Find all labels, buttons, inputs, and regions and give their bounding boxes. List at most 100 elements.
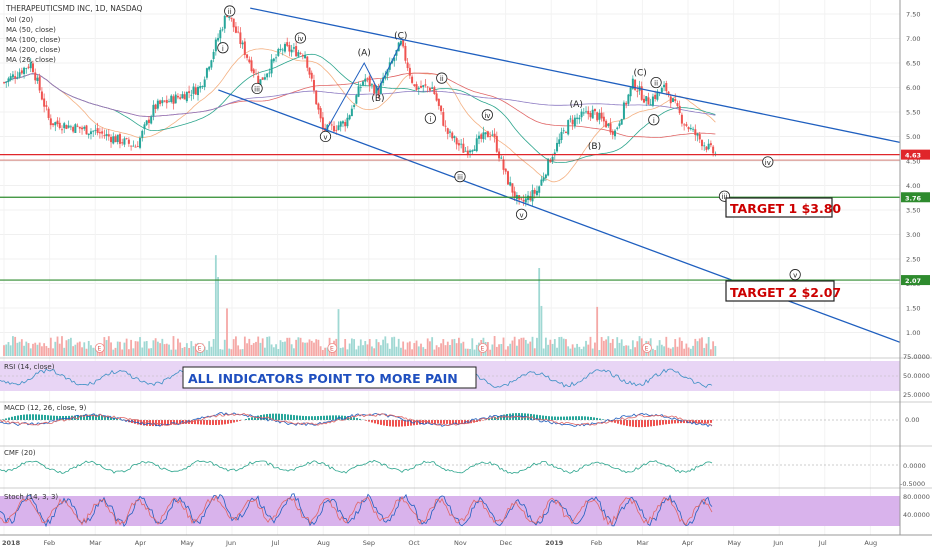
macd-histogram-bar bbox=[602, 419, 604, 420]
wave-label: v bbox=[323, 133, 327, 141]
volume-bar bbox=[344, 338, 347, 356]
macd-histogram-bar bbox=[368, 420, 370, 422]
volume-bar bbox=[85, 348, 88, 356]
rsi-tick-75: 75.0000 bbox=[903, 353, 930, 361]
volume-bar bbox=[148, 348, 150, 356]
candle-body bbox=[212, 51, 215, 60]
symbol-title[interactable]: THERAPEUTICSMD INC, 1D, NASDAQ bbox=[5, 4, 142, 13]
volume-bar bbox=[422, 347, 425, 356]
macd-histogram-bar bbox=[554, 416, 556, 420]
candle-body bbox=[553, 152, 556, 156]
candle-body bbox=[598, 112, 601, 120]
volume-bar bbox=[230, 349, 233, 356]
candle-body bbox=[74, 124, 77, 133]
wave-label: (A) bbox=[358, 49, 371, 59]
candle-body bbox=[629, 87, 632, 97]
macd-histogram-bar bbox=[56, 415, 58, 420]
target2-label: TARGET 2 $2.07 bbox=[730, 285, 841, 300]
volume-bar bbox=[217, 277, 219, 356]
wave-label: iv bbox=[484, 112, 490, 120]
earnings-marker-label: E bbox=[645, 346, 649, 353]
time-tick-label: May bbox=[728, 539, 742, 547]
macd-histogram-bar bbox=[296, 415, 298, 420]
macd-histogram-bar bbox=[95, 414, 97, 420]
volume-bar bbox=[386, 343, 389, 356]
candle-body bbox=[486, 131, 489, 138]
macd-histogram-bar bbox=[500, 415, 502, 420]
volume-bar bbox=[475, 344, 478, 356]
volume-bar bbox=[446, 341, 449, 356]
volume-bar bbox=[600, 337, 603, 356]
candle-body bbox=[698, 134, 701, 140]
volume-bar bbox=[435, 345, 438, 356]
volume-bar bbox=[272, 347, 275, 356]
wave-label: iii bbox=[722, 193, 728, 201]
volume-bar bbox=[208, 341, 211, 356]
wave-label-circle bbox=[648, 114, 660, 126]
volume-bar bbox=[406, 342, 409, 356]
macd-histogram-bar bbox=[140, 420, 142, 426]
macd-histogram-bar bbox=[191, 420, 193, 425]
price-marker-box bbox=[901, 275, 930, 286]
candle-body bbox=[696, 133, 699, 136]
wave-label-circle bbox=[251, 82, 263, 95]
volume-bar bbox=[558, 337, 561, 356]
volume-bar bbox=[627, 345, 630, 356]
candle-body bbox=[49, 118, 52, 126]
macd-title: MACD (12, 26, close, 9) bbox=[4, 404, 87, 412]
macd-histogram-bar bbox=[98, 414, 100, 420]
candle-body bbox=[60, 129, 63, 131]
candle-body bbox=[330, 124, 333, 126]
volume-bar bbox=[275, 344, 277, 356]
macd-histogram-bar bbox=[419, 420, 421, 425]
volume-bar bbox=[355, 349, 358, 356]
candle-body bbox=[20, 70, 23, 74]
macd-histogram-bar bbox=[125, 420, 127, 422]
candle-body bbox=[9, 76, 12, 81]
macd-histogram-bar bbox=[269, 413, 271, 420]
volume-bar bbox=[308, 339, 311, 356]
time-tick-label: Aug bbox=[317, 539, 330, 547]
volume-bar bbox=[81, 347, 83, 356]
macd-histogram-bar bbox=[2, 419, 4, 420]
volume-bar bbox=[63, 347, 66, 356]
candle-body bbox=[181, 94, 184, 99]
macd-histogram-bar bbox=[371, 420, 373, 423]
volume-bar bbox=[357, 345, 360, 356]
earnings-marker-label: E bbox=[330, 346, 334, 353]
macd-histogram-bar bbox=[245, 419, 247, 420]
candle-body bbox=[370, 84, 373, 85]
candle-body bbox=[446, 128, 449, 134]
volume-bar bbox=[239, 349, 242, 356]
candle-body bbox=[23, 67, 26, 75]
volume-bar bbox=[556, 347, 558, 356]
moving-average-line bbox=[3, 73, 716, 117]
candle-body bbox=[337, 125, 340, 130]
volume-bar bbox=[569, 348, 572, 356]
volume-bar bbox=[72, 346, 75, 356]
stoch-tick-80: 80.0000 bbox=[903, 493, 930, 501]
volume-bar bbox=[252, 343, 255, 356]
macd-histogram-bar bbox=[209, 420, 211, 425]
macd-histogram-bar bbox=[563, 416, 565, 420]
candle-body bbox=[435, 93, 438, 101]
volume-bar bbox=[152, 340, 155, 356]
volume-bar bbox=[32, 343, 34, 356]
volume-bar bbox=[701, 337, 703, 356]
candle-body bbox=[660, 87, 663, 93]
volume-bar bbox=[692, 345, 694, 356]
volume-bar bbox=[395, 346, 398, 356]
volume-bar bbox=[594, 342, 596, 356]
macd-histogram-bar bbox=[551, 416, 553, 420]
candle-body bbox=[520, 198, 523, 200]
volume-bar bbox=[634, 347, 636, 356]
macd-histogram-bar bbox=[314, 416, 316, 420]
macd-histogram-bar bbox=[29, 414, 31, 420]
macd-histogram-bar bbox=[185, 420, 187, 424]
macd-histogram-bar bbox=[233, 420, 235, 423]
macd-histogram-bar bbox=[221, 420, 223, 425]
wave-label: ii bbox=[228, 8, 232, 16]
macd-histogram-bar bbox=[494, 416, 496, 420]
macd-histogram-bar bbox=[323, 415, 325, 420]
